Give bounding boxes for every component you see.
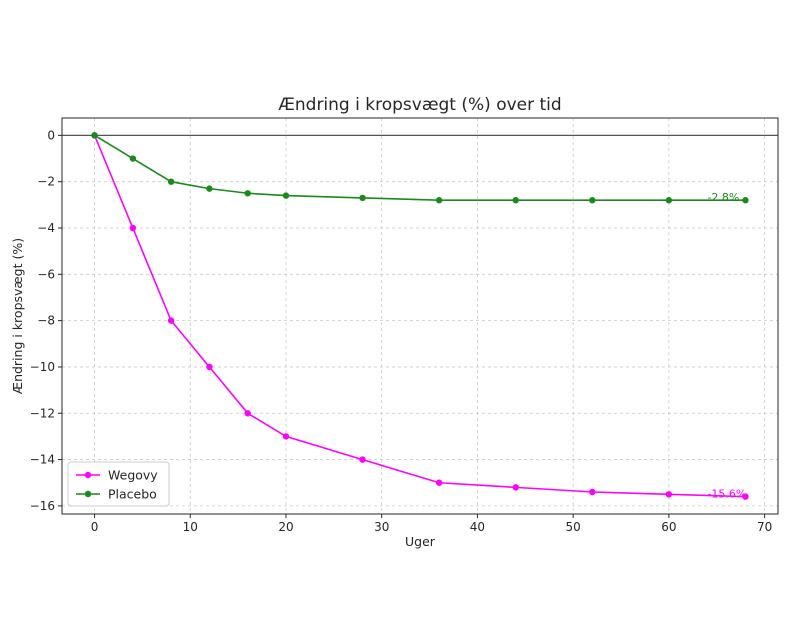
series-line-wegovy (93, 135, 746, 498)
x-tick-label: 70 (757, 520, 772, 534)
end-label-wegovy: -15.6% (707, 488, 746, 501)
data-point-placebo (282, 192, 290, 199)
series-line-placebo (94, 134, 746, 202)
data-point-wegovy (742, 493, 749, 500)
end-label-placebo: -2.8% (707, 191, 739, 204)
chart-title: Ændring i kropsvægt (%) over tid (278, 95, 561, 115)
data-point-placebo (359, 194, 366, 202)
x-tick-label: 60 (661, 520, 676, 534)
data-point-placebo (91, 132, 98, 139)
legend-swatch-marker-placebo (84, 490, 92, 498)
legend-label-placebo: Placebo (108, 487, 157, 502)
data-point-wegovy (359, 456, 366, 463)
grid (62, 118, 778, 514)
data-point-placebo (435, 197, 443, 204)
data-point-wegovy (512, 484, 519, 491)
data-point-wegovy (206, 363, 213, 371)
end-labels-group: -15.6% -2.8% (707, 191, 746, 500)
x-tick-label: 10 (183, 520, 198, 534)
data-point-placebo (742, 197, 749, 204)
y-tick-label: −10 (30, 360, 55, 374)
series-group (91, 132, 749, 500)
data-point-wegovy (665, 491, 673, 498)
y-tick-label: −2 (37, 175, 55, 189)
data-point-placebo (167, 178, 175, 185)
ticks-group: 0 10 20 30 40 50 60 70 0 −2 −4 −6 −8 −10 −12 −14 −16 (30, 128, 773, 534)
data-point-wegovy (167, 317, 175, 324)
data-point-placebo (512, 197, 519, 204)
legend-box (67, 461, 170, 507)
y-tick-label: −14 (30, 453, 55, 467)
data-point-wegovy (435, 479, 443, 486)
x-tick-label: 50 (566, 520, 581, 534)
y-tick-label: −16 (30, 499, 55, 513)
x-tick-label: 30 (374, 520, 389, 534)
y-tick-label: −4 (37, 221, 55, 235)
data-point-placebo (244, 190, 251, 197)
x-axis-label: Uger (405, 534, 436, 549)
y-axis-label: Ændring i kropsvægt (%) (10, 238, 25, 394)
y-tick-label: −6 (37, 267, 55, 281)
x-tick-label: 40 (470, 520, 485, 534)
data-point-placebo (129, 155, 137, 162)
legend-label-wegovy: Wegovy (108, 468, 158, 483)
x-tick-label: 20 (278, 520, 293, 534)
data-point-placebo (589, 197, 596, 204)
data-point-wegovy (589, 488, 596, 496)
x-tick-label: 0 (91, 520, 99, 534)
data-point-wegovy (129, 224, 137, 232)
y-tick-label: −8 (37, 314, 55, 328)
data-point-wegovy (282, 433, 290, 440)
y-tick-label: −12 (30, 406, 55, 420)
legend-swatch-marker-wegovy (84, 471, 92, 479)
data-point-placebo (665, 197, 673, 204)
legend: Wegovy Placebo (67, 461, 170, 507)
plot-frame (61, 117, 779, 515)
data-point-wegovy (244, 410, 251, 417)
y-tick-label: 0 (47, 128, 55, 142)
data-point-placebo (206, 185, 213, 192)
